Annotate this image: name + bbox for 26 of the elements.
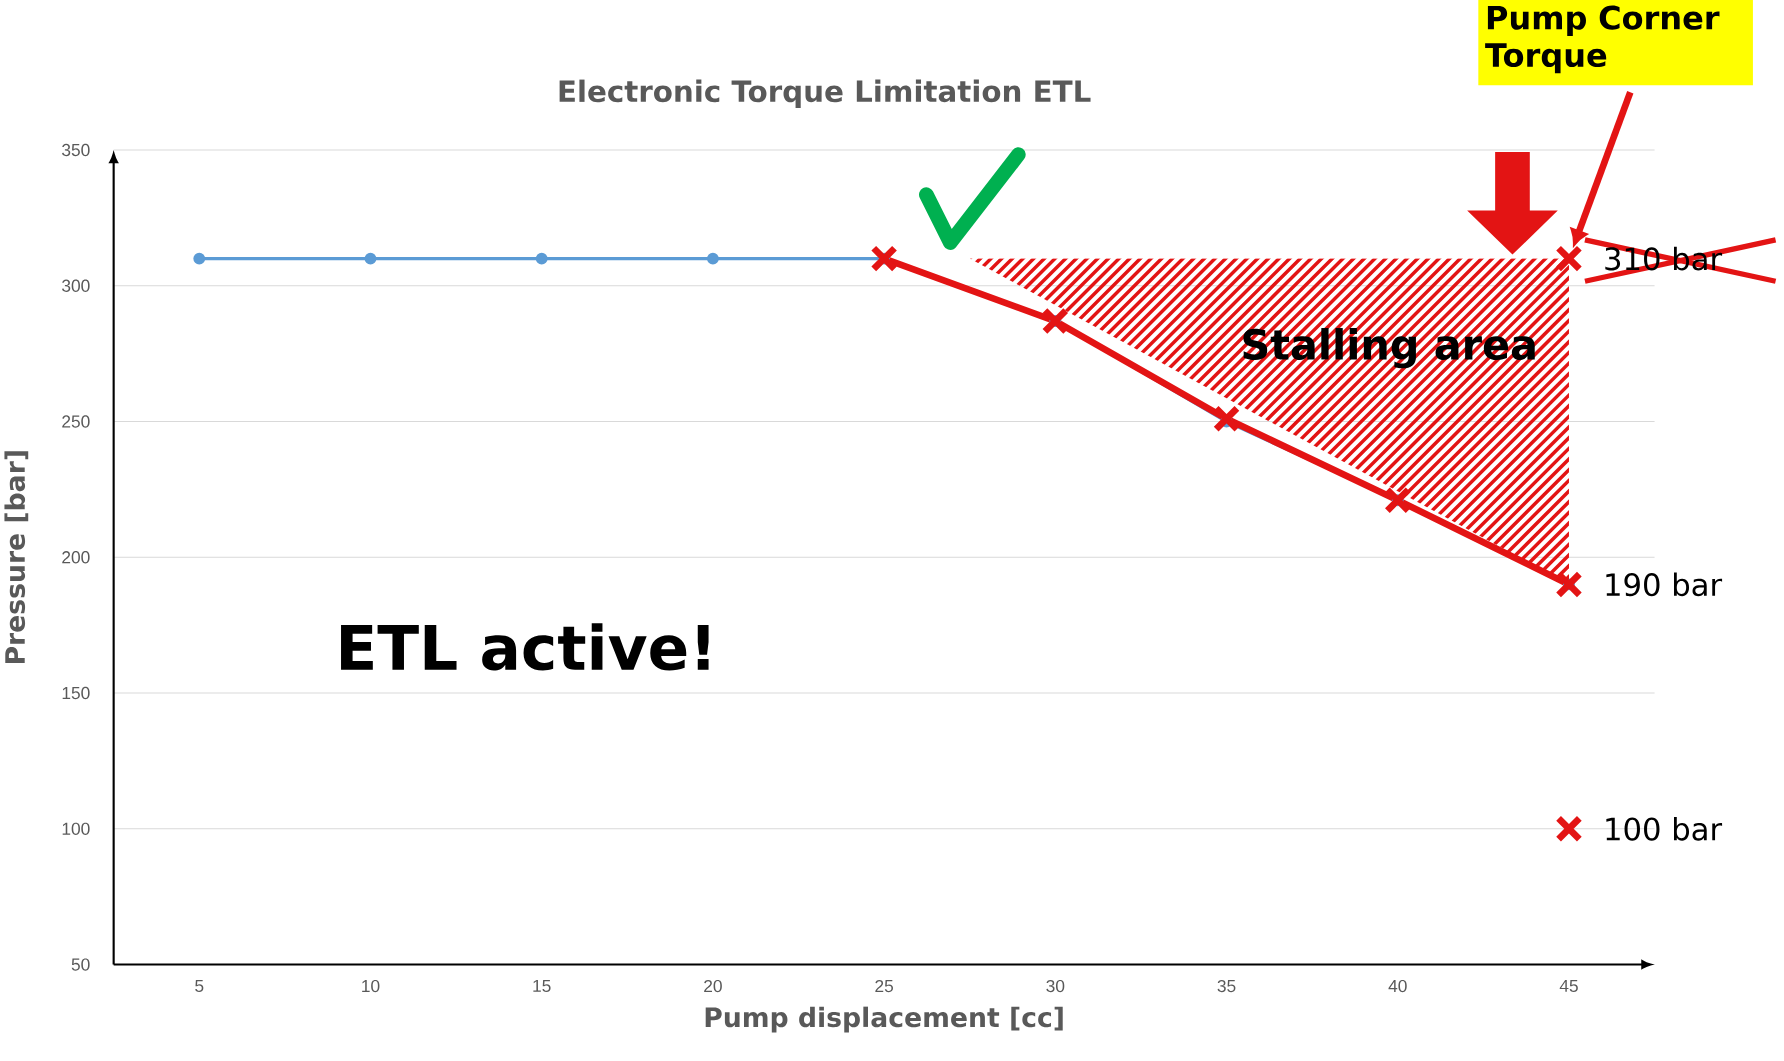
y-tick-label: 50 — [71, 958, 90, 971]
x-tick-label: 30 — [1046, 980, 1065, 993]
x-tick-label: 10 — [362, 980, 380, 993]
x-axis-title: Pump displacement [cc] — [705, 1006, 1063, 1033]
annotation: 190 bar — [1606, 572, 1723, 597]
annotation: ETL active! — [341, 623, 709, 671]
x-tick-label: 20 — [704, 980, 722, 993]
x-tick-label: 5 — [195, 980, 204, 993]
text: Pump Corner Torque — [1485, 5, 1720, 74]
point — [1555, 815, 1583, 843]
point — [1212, 405, 1241, 433]
y-tick-label: 250 — [62, 415, 90, 428]
x-tick-label: 45 — [1559, 980, 1578, 993]
x-tick-label: 25 — [875, 980, 894, 993]
y-axis-title: Pressure [bar] — [4, 451, 29, 664]
y-tick-label: 300 — [62, 279, 90, 293]
y-tick-label: 350 — [62, 144, 90, 157]
x-tick-label: 15 — [533, 980, 551, 993]
chart-title: Electronic Torque Limitation ETL — [559, 79, 1091, 109]
y-tick-label: 200 — [62, 551, 90, 564]
x-tick-label: 40 — [1388, 980, 1407, 993]
y-tick-label: 150 — [62, 687, 90, 700]
annotation: 100 bar — [1606, 817, 1723, 841]
y-tick-label: 100 — [62, 822, 90, 836]
x-tick-label: 35 — [1217, 980, 1236, 993]
point — [1555, 245, 1583, 273]
